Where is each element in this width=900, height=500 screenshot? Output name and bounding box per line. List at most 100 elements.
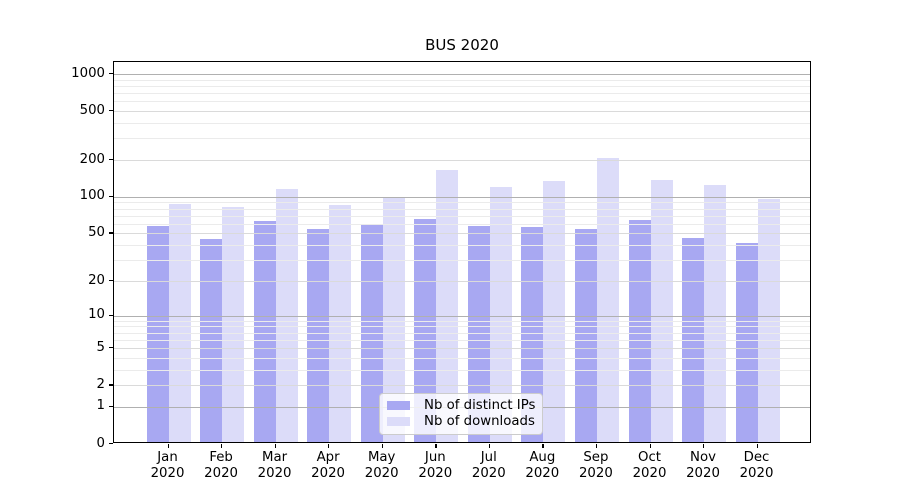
legend-swatch-distinct-ips [387, 401, 410, 411]
gridline-y-20 [114, 281, 810, 282]
gridline-y-700 [114, 93, 810, 95]
y-tick-2 [109, 384, 113, 386]
y-tick-label-50: 50 [88, 224, 105, 240]
x-tick-may [381, 444, 384, 448]
x-tick-feb [221, 444, 223, 448]
x-tick-label-mar: Mar 2020 [257, 450, 292, 481]
bar-distinct-ips-jul [467, 225, 490, 442]
x-tick-jan [167, 444, 169, 448]
y-tick-label-500: 500 [79, 102, 105, 118]
bar-distinct-ips-jan [146, 226, 169, 442]
x-tick-aug [542, 444, 544, 448]
bar-downloads-aug [543, 180, 566, 442]
bar-downloads-oct [650, 179, 673, 442]
gridline-y-900 [114, 79, 810, 81]
x-tick-oct [649, 444, 651, 448]
bar-downloads-jun [436, 169, 459, 442]
legend-entry-downloads: Nb of downloads [387, 413, 535, 430]
y-tick-1 [109, 405, 113, 408]
y-tick-label-200: 200 [79, 151, 105, 167]
y-tick-1000 [109, 73, 113, 75]
gridline-y-90 [114, 202, 810, 204]
y-tick-label-2: 2 [96, 376, 105, 392]
gridline-y-30 [114, 260, 810, 262]
bar-downloads-jul [489, 187, 512, 442]
gridline-y-8 [114, 326, 810, 328]
bar-downloads-nov [704, 185, 726, 442]
x-tick-sep [595, 444, 598, 448]
gridline-y-10 [114, 315, 810, 317]
bar-distinct-ips-dec [735, 243, 758, 442]
plot-area [113, 61, 811, 443]
legend: Nb of distinct IPs Nb of downloads [379, 393, 543, 435]
bar-downloads-apr [329, 204, 352, 442]
gridline-y-50 [114, 233, 810, 235]
bar-downloads-dec [757, 199, 780, 442]
legend-entry-distinct-ips: Nb of distinct IPs [387, 398, 536, 414]
gridline-y-100 [114, 196, 810, 198]
bar-downloads-sep [596, 158, 619, 442]
y-tick-label-100: 100 [79, 188, 105, 204]
legend-label-downloads: Nb of downloads [424, 413, 535, 429]
gridline-y-9 [114, 320, 810, 322]
y-tick-label-20: 20 [88, 272, 105, 288]
y-tick-100 [109, 195, 113, 198]
bar-distinct-ips-jun [414, 219, 437, 442]
x-tick-mar [274, 444, 276, 448]
bar-downloads-feb [222, 206, 244, 442]
gridline-y-200 [114, 160, 810, 161]
y-tick-label-0: 0 [96, 435, 105, 451]
x-tick-jun [435, 444, 437, 448]
x-tick-label-feb: Feb 2020 [204, 450, 239, 481]
bar-downloads-mar [275, 188, 298, 442]
gridline-y-7 [114, 332, 810, 334]
gridline-y-3 [114, 369, 810, 371]
y-tick-50 [109, 232, 113, 234]
gridline-y-400 [114, 123, 810, 124]
y-tick-label-1000: 1000 [71, 65, 105, 81]
x-tick-apr [328, 444, 330, 448]
gridline-y-70 [114, 215, 810, 217]
gridline-y-60 [114, 223, 810, 225]
x-tick-label-may: May 2020 [364, 450, 399, 481]
y-tick-200 [109, 159, 113, 161]
gridline-y-40 [114, 245, 810, 247]
gridline-y-300 [114, 138, 810, 140]
x-tick-label-oct: Oct 2020 [632, 450, 667, 481]
x-tick-label-jan: Jan 2020 [150, 450, 185, 481]
y-tick-label-1: 1 [96, 398, 105, 414]
y-tick-500 [109, 110, 113, 112]
y-tick-20 [109, 280, 113, 282]
bar-downloads-may [382, 196, 405, 442]
gridline-y-800 [114, 86, 810, 87]
gridline-y-80 [114, 208, 810, 210]
x-tick-dec [756, 444, 758, 448]
x-tick-label-aug: Aug 2020 [525, 450, 560, 481]
y-tick-5 [109, 347, 113, 349]
x-tick-label-jun: Jun 2020 [418, 450, 453, 481]
chart-title: BUS 2020 [425, 36, 499, 54]
x-tick-label-sep: Sep 2020 [578, 450, 613, 481]
gridline-y-1000 [114, 74, 810, 75]
x-tick-label-jul: Jul 2020 [471, 450, 506, 481]
x-tick-jul [488, 444, 491, 448]
x-tick-label-apr: Apr 2020 [311, 450, 346, 481]
y-tick-label-5: 5 [96, 339, 105, 355]
bar-distinct-ips-sep [574, 229, 597, 442]
x-tick-label-dec: Dec 2020 [739, 450, 774, 481]
y-tick-0 [109, 443, 113, 445]
legend-label-distinct-ips: Nb of distinct IPs [424, 398, 536, 414]
gridline-y-5 [114, 348, 810, 349]
x-tick-label-nov: Nov 2020 [686, 450, 720, 481]
y-tick-label-10: 10 [88, 307, 105, 323]
x-tick-nov [703, 444, 705, 448]
y-tick-10 [109, 314, 113, 316]
bar-downloads-jan [168, 204, 191, 442]
gridline-y-600 [114, 101, 810, 103]
gridline-y-4 [114, 357, 810, 359]
bar-distinct-ips-mar [253, 221, 276, 442]
bar-distinct-ips-oct [628, 220, 651, 442]
legend-swatch-downloads [387, 416, 410, 426]
bar-distinct-ips-apr [307, 229, 330, 442]
